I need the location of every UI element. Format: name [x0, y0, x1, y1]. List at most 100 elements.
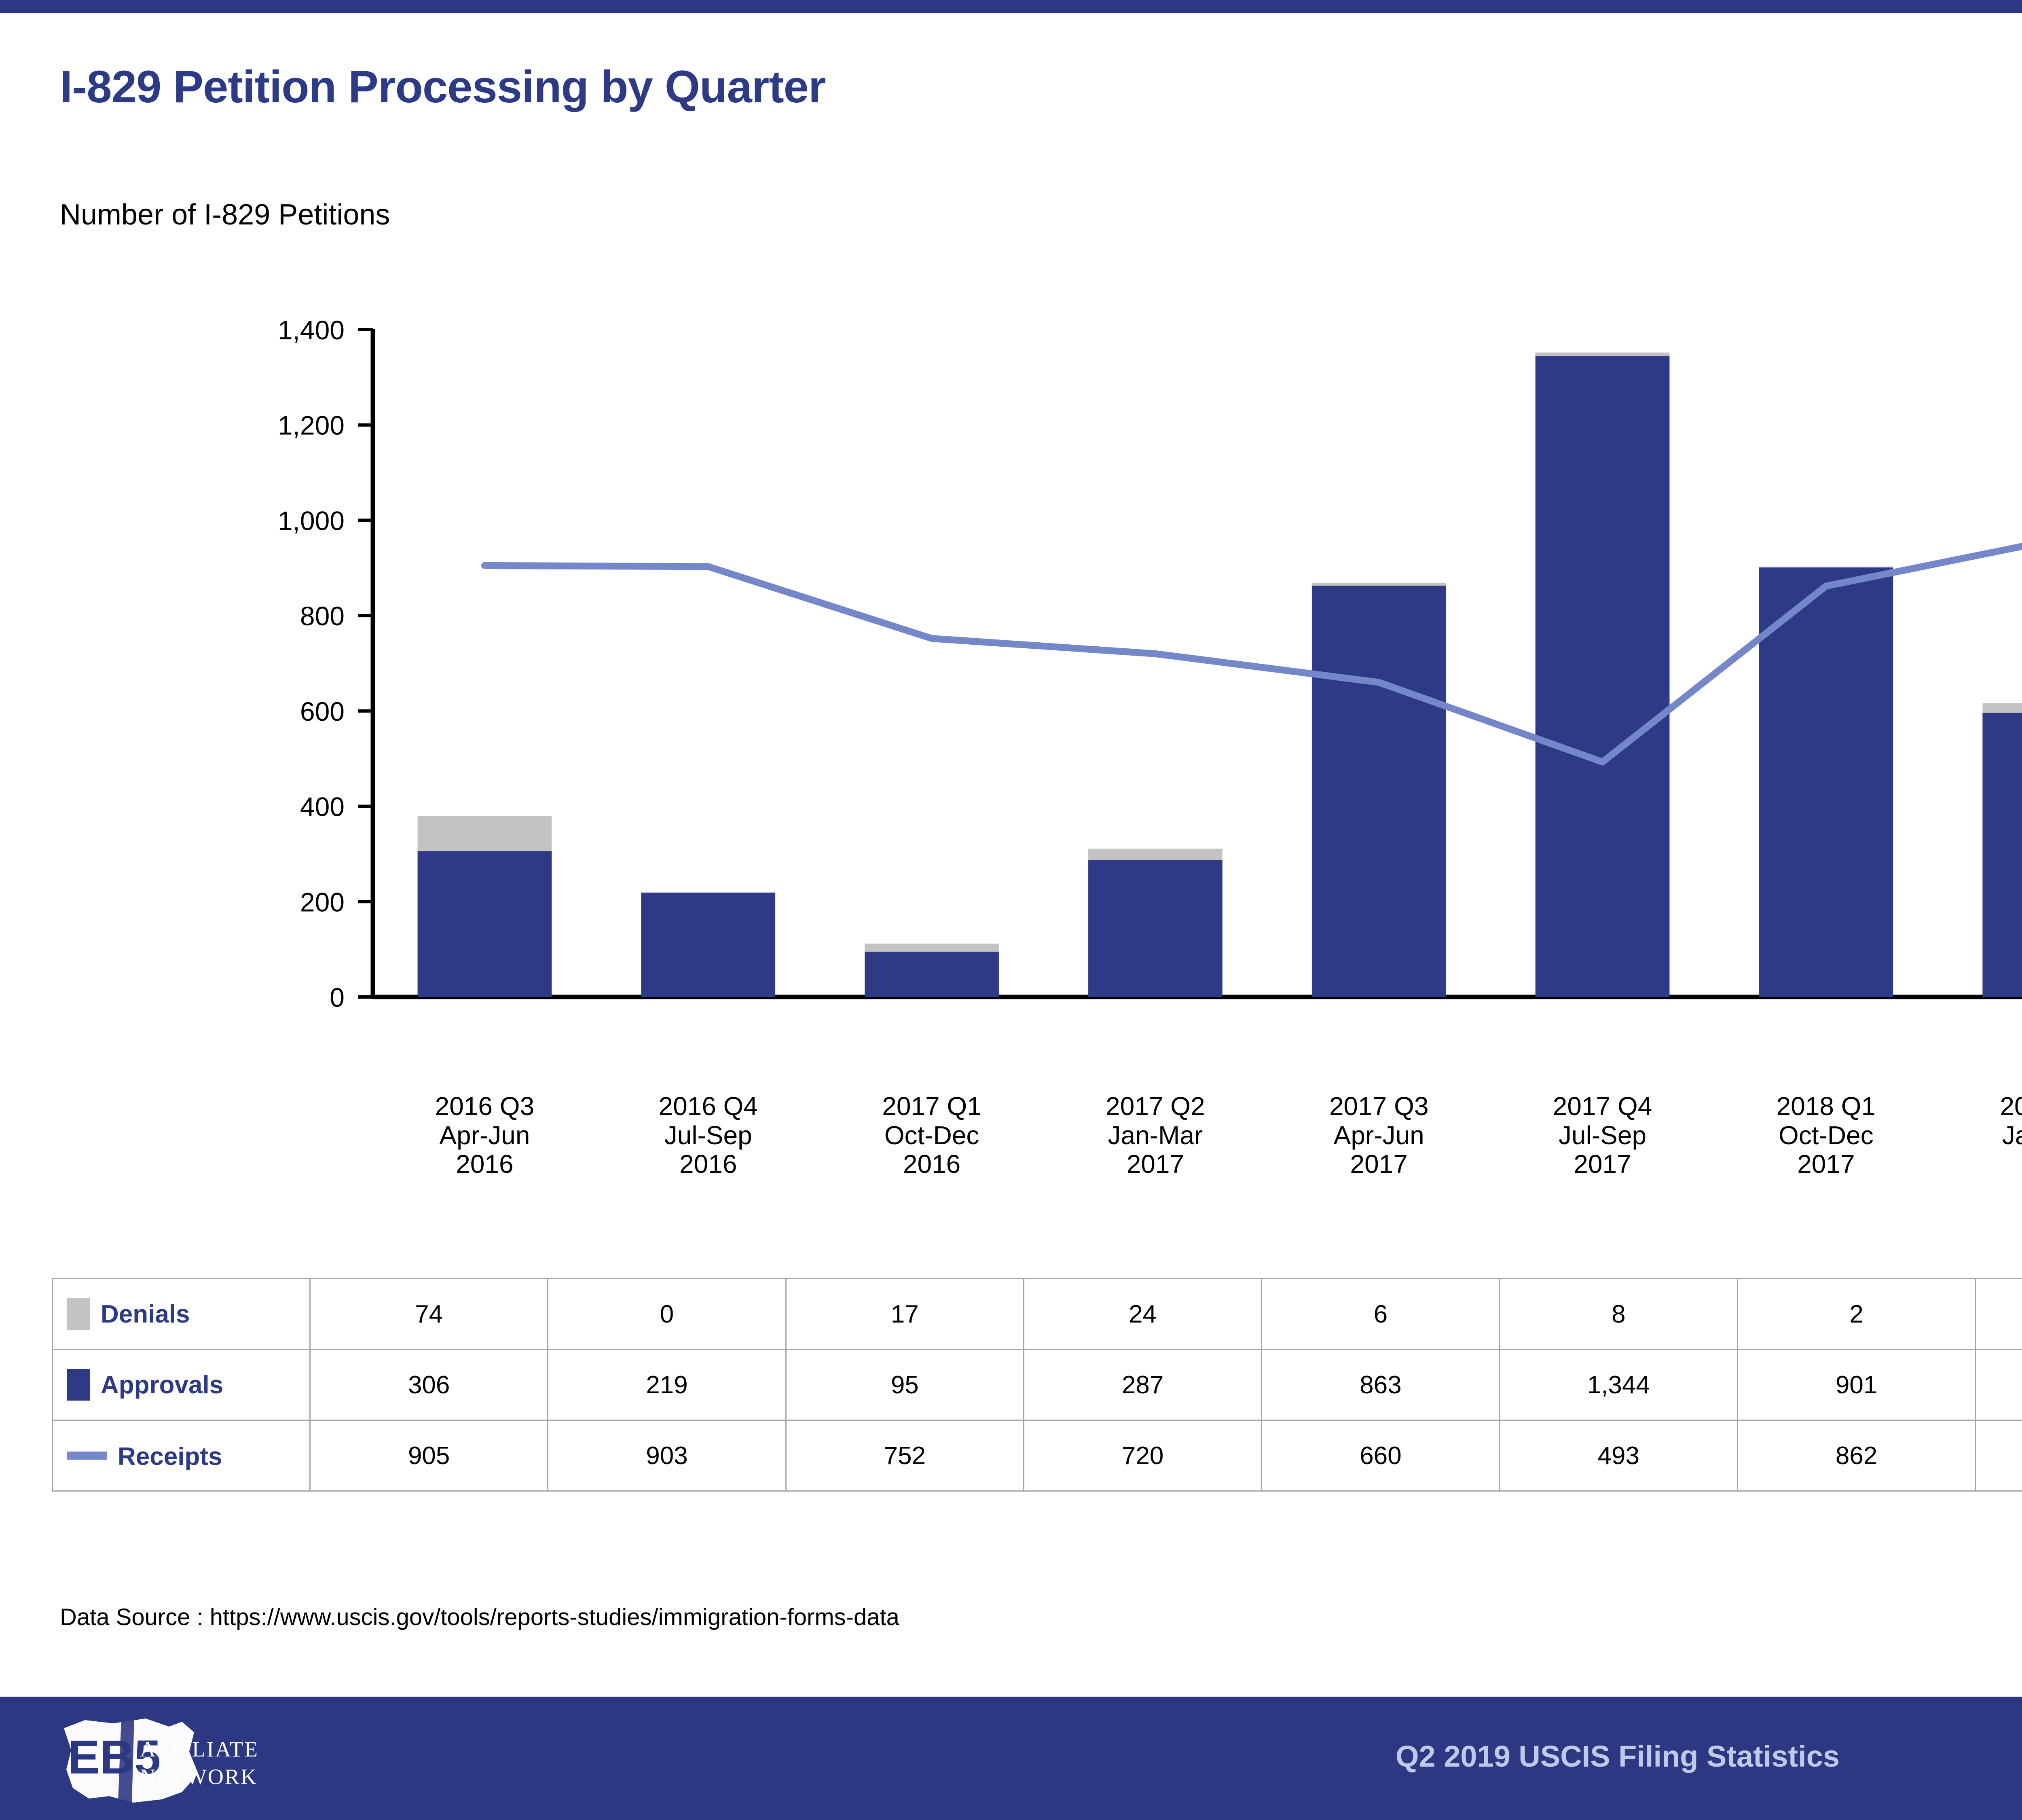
legend-label: Approvals [101, 1371, 224, 1399]
bar-approvals [1311, 585, 1446, 997]
y-axis-tick-label: 1,000 [278, 506, 345, 535]
legend-gray-square-icon [67, 1298, 90, 1330]
stacked-bar-line-chart: 1,400 1,200 1,000 800 600 400 200 0 [278, 315, 2022, 1012]
table-cell: 2 [1736, 1278, 1976, 1350]
table-cell: 20 [1975, 1278, 2022, 1350]
y-axis-tick-label: 200 [300, 887, 345, 917]
logo-eb5-text: EB5 [68, 1731, 161, 1784]
x-axis-tick-line-2: Oct-Dec [1779, 1120, 1874, 1150]
table-cell: 17 [785, 1278, 1024, 1350]
y-axis-tick-label: 1,400 [278, 315, 345, 345]
x-axis-tick-line-2: Jul-Sep [664, 1120, 752, 1150]
table-legend-cell: Receipts [52, 1420, 311, 1492]
eb5-affiliate-network-logo: EB5 AFFILIATE NETWORK [64, 1715, 259, 1803]
table-row: Denials74017246822062203115 [52, 1278, 2022, 1350]
table-cell: 493 [1499, 1420, 1738, 1492]
logo-affiliate-text: AFFILIATE [140, 1737, 259, 1761]
table-cell: 219 [547, 1349, 787, 1421]
table-cell: 752 [785, 1420, 1024, 1492]
legend-blue-square-icon [67, 1369, 90, 1401]
x-axis-tick-line-1: 2018 Q2 [2000, 1092, 2022, 1121]
data-table: Denials74017246822062203115Approvals3062… [52, 1278, 2022, 1492]
table-legend-cell: Denials [52, 1278, 311, 1350]
x-axis-tick-line-1: 2016 Q3 [435, 1092, 535, 1121]
bar-denials [1088, 849, 1223, 860]
x-axis-tick-line-1: 2017 Q3 [1329, 1092, 1429, 1121]
table-row: Receipts90590375272066049386295799746779… [52, 1420, 2022, 1492]
x-axis-tick-line-1: 2018 Q1 [1776, 1092, 1876, 1121]
footer-title: Q2 2019 USCIS Filing Statistics [1395, 1740, 1840, 1773]
bar-approvals [1088, 860, 1223, 997]
line-receipts [481, 543, 2022, 766]
bar-approvals [417, 851, 552, 997]
bar-approvals [1982, 713, 2022, 997]
bar-approvals [1535, 356, 1670, 997]
x-axis-tick-label: 2017 Q4 Jul-Sep 2017 [1491, 1092, 1714, 1221]
x-axis-tick-line-2: Apr-Jun [439, 1120, 530, 1150]
table-cell: 660 [1261, 1420, 1500, 1492]
x-axis-tick-line-3: 2017 [1350, 1149, 1408, 1179]
bar-denials [1311, 582, 1446, 586]
top-accent-bar [0, 0, 2022, 13]
table-cell: 905 [309, 1420, 549, 1492]
legend-label: Denials [101, 1300, 190, 1328]
x-axis-tick-line-3: 2017 [1126, 1149, 1184, 1179]
table-cell: 903 [547, 1420, 787, 1492]
x-axis-tick-line-3: 2016 [903, 1149, 961, 1179]
table-cell: 306 [309, 1349, 549, 1421]
y-axis-tick-label: 1,200 [278, 411, 345, 440]
footer-bar [0, 1697, 2022, 1820]
table-legend-cell: Approvals [52, 1349, 311, 1421]
x-axis-tick-label: 2017 Q1 Oct-Dec 2016 [820, 1092, 1044, 1221]
x-axis-tick-line-2: Oct-Dec [884, 1120, 979, 1150]
y-axis-tick-label: 600 [300, 696, 345, 726]
table-cell: 6 [1261, 1278, 1500, 1350]
table-cell: 957 [1975, 1420, 2022, 1492]
bar-approvals [865, 952, 999, 997]
page-title: I-829 Petition Processing by Quarter [60, 61, 826, 112]
table-cell: 596 [1975, 1349, 2022, 1421]
x-axis-tick-label: 2017 Q2 Jan-Mar 2017 [1043, 1092, 1267, 1221]
y-axis-tick-label: 400 [300, 792, 345, 822]
table-cell: 24 [1023, 1278, 1263, 1350]
x-axis-tick-line-2: Jan-Mar [1108, 1120, 1203, 1150]
page-subtitle: Number of I-829 Petitions [60, 199, 390, 231]
table-cell: 95 [785, 1349, 1024, 1421]
x-axis-tick-line-3: 2016 [456, 1149, 514, 1179]
x-axis-tick-label: 2018 Q1 Oct-Dec 2017 [1714, 1092, 1938, 1221]
x-axis-tick-line-1: 2017 Q4 [1552, 1092, 1652, 1121]
y-axis-tick-label: 0 [330, 982, 345, 1012]
y-axis-tick-label: 800 [300, 601, 345, 631]
x-axis-labels: 2016 Q3 Apr-Jun 2016 2016 Q4 Jul-Sep 2016 2017… [373, 1092, 2022, 1221]
x-axis-tick-line-2: Jan-Mar [2002, 1120, 2022, 1150]
x-axis-tick-label: 2016 Q4 Jul-Sep 2016 [596, 1092, 820, 1221]
table-cell: 8 [1499, 1278, 1738, 1350]
table-cell: 863 [1261, 1349, 1500, 1421]
x-axis-tick-line-3: 2018 [2021, 1150, 2022, 1179]
x-axis-tick-line-2: Apr-Jun [1333, 1120, 1424, 1150]
x-axis-tick-line-1: 2017 Q2 [1106, 1092, 1205, 1121]
bar-denials [865, 944, 999, 952]
x-axis-tick-line-3: 2017 [1797, 1149, 1855, 1179]
table-cell: 862 [1736, 1420, 1976, 1492]
table-cell: 287 [1023, 1349, 1263, 1421]
legend-label: Receipts [118, 1442, 222, 1471]
logo-network-text: NETWORK [140, 1765, 258, 1789]
table-cell: 720 [1023, 1420, 1263, 1492]
x-axis-tick-label: 2016 Q3 Apr-Jun 2016 [373, 1092, 596, 1221]
x-axis-tick-label: 2017 Q3 Apr-Jun 2017 [1267, 1092, 1491, 1221]
data-table-body: Denials74017246822062203115Approvals3062… [52, 1278, 2022, 1492]
x-axis-tick-line-3: 2017 [1574, 1149, 1631, 1179]
x-axis-tick-line-1: 2016 Q4 [658, 1092, 758, 1121]
table-row: Approvals306219952878631,344901596414726… [52, 1349, 2022, 1421]
bar-denials [1982, 703, 2022, 713]
table-cell: 0 [547, 1278, 787, 1350]
x-axis-tick-line-2: Jul-Sep [1559, 1120, 1647, 1150]
x-axis-tick-line-1: 2017 Q1 [882, 1092, 981, 1121]
bar-denials [1535, 352, 1670, 356]
bar-approvals [1759, 567, 1893, 997]
bar-denials [417, 816, 552, 851]
x-axis-tick-line-3: 2016 [679, 1149, 737, 1179]
table-cell: 1,344 [1499, 1349, 1738, 1421]
